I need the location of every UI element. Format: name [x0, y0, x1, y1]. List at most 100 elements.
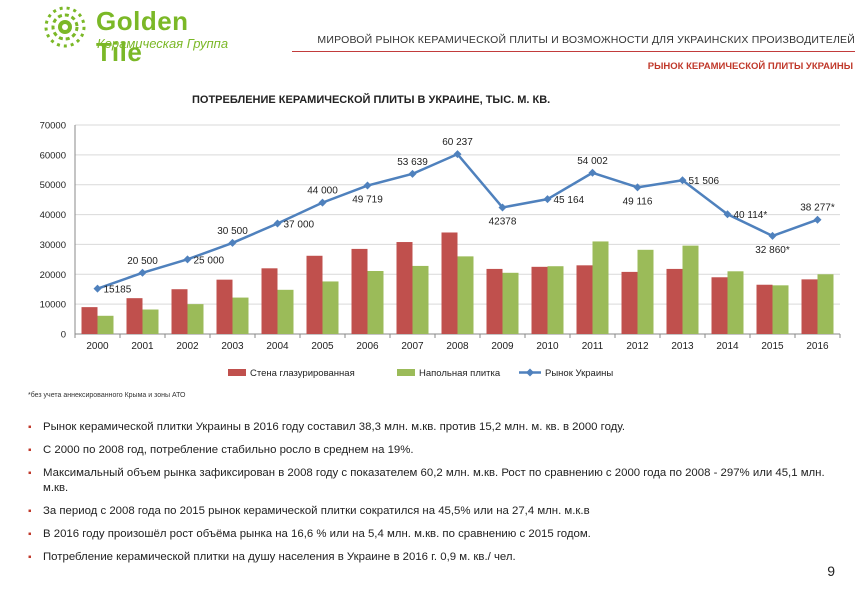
bar-wall	[126, 298, 143, 334]
x-tick-label: 2004	[266, 341, 289, 352]
data-label: 49 116	[623, 196, 653, 207]
data-label: 15185	[104, 285, 132, 296]
market-point	[453, 150, 462, 159]
bar-floor	[412, 265, 429, 334]
legend-swatch	[228, 369, 246, 376]
bar-floor	[232, 297, 249, 334]
x-tick-label: 2016	[806, 341, 829, 352]
bar-wall	[441, 232, 458, 334]
bullet-item: ▪ Максимальный объем рынка зафиксирован в…	[28, 466, 848, 496]
y-tick-label: 20000	[40, 270, 66, 281]
market-point	[363, 181, 372, 190]
bullet-marker-icon: ▪	[28, 468, 32, 479]
bar-floor	[592, 241, 609, 334]
bar-floor	[772, 285, 789, 334]
bullet-marker-icon: ▪	[28, 506, 32, 517]
logo: Golden Tile Керамическая Группа	[40, 2, 240, 67]
bar-floor	[547, 266, 564, 334]
bullet-item: ▪ За период с 2008 года по 2015 рынок кер…	[28, 504, 848, 519]
x-tick-label: 2012	[626, 341, 649, 352]
x-tick-label: 2001	[131, 341, 154, 352]
market-point	[138, 268, 147, 277]
data-label: 30 500	[217, 226, 248, 237]
bullet-text: Максимальный объем рынка зафиксирован в …	[43, 467, 825, 494]
x-tick-label: 2003	[221, 341, 244, 352]
footnote: *без учета аннексированного Крыма и зоны…	[28, 392, 186, 399]
bar-wall	[486, 268, 503, 334]
x-tick-label: 2005	[311, 341, 334, 352]
bullet-item: ▪ Рынок керамической плитки Украины в 201…	[28, 420, 848, 435]
data-label: 37 000	[284, 220, 315, 231]
bullet-marker-icon: ▪	[28, 529, 32, 540]
bar-floor	[637, 249, 654, 334]
bar-wall	[351, 248, 368, 334]
bar-wall	[756, 284, 773, 334]
x-tick-label: 2008	[446, 341, 469, 352]
market-point	[93, 284, 102, 293]
x-tick-label: 2007	[401, 341, 424, 352]
data-label: 20 500	[127, 256, 158, 267]
y-tick-label: 60000	[40, 150, 66, 161]
data-label: 32 860*	[755, 245, 790, 256]
header-title: МИРОВОЙ РЫНОК КЕРАМИЧЕСКОЙ ПЛИТЫ И ВОЗМО…	[317, 34, 855, 46]
y-tick-label: 40000	[40, 210, 66, 221]
x-tick-label: 2015	[761, 341, 784, 352]
x-tick-label: 2009	[491, 341, 514, 352]
bar-wall	[621, 271, 638, 334]
y-tick-label: 50000	[40, 180, 66, 191]
bar-floor	[457, 256, 474, 334]
market-point	[723, 210, 732, 219]
data-label: 60 237	[442, 137, 473, 148]
market-point	[588, 168, 597, 177]
y-tick-label: 0	[61, 330, 66, 341]
data-label: 38 277*	[800, 203, 835, 214]
bar-wall	[801, 279, 818, 334]
data-label: 51 506	[689, 176, 720, 187]
bar-floor	[367, 271, 384, 334]
chart-title: ПОТРЕБЛЕНИЕ КЕРАМИЧЕСКОЙ ПЛИТЫ В УКРАИНЕ…	[192, 94, 551, 106]
legend-label: Напольная плитка	[419, 368, 501, 379]
data-label: 42378	[489, 216, 517, 227]
logo-sun-icon	[44, 6, 86, 48]
bullet-marker-icon: ▪	[28, 552, 32, 563]
x-tick-label: 2000	[86, 341, 109, 352]
bar-floor	[142, 309, 159, 334]
market-point	[633, 183, 642, 192]
bar-wall	[576, 265, 593, 334]
bullet-item: ▪ С 2000 по 2008 год, потребление стабиль…	[28, 443, 848, 458]
bar-wall	[216, 279, 233, 334]
x-tick-label: 2010	[536, 341, 559, 352]
bar-floor	[97, 315, 114, 334]
bar-floor	[502, 272, 519, 334]
x-tick-label: 2006	[356, 341, 379, 352]
header-divider	[292, 51, 855, 52]
legend-swatch	[397, 369, 415, 376]
x-tick-label: 2013	[671, 341, 694, 352]
y-tick-label: 10000	[40, 300, 66, 311]
market-point	[408, 169, 417, 178]
market-point	[813, 215, 822, 224]
x-tick-label: 2011	[582, 341, 604, 352]
bullet-text: В 2016 году произошёл рост объёма рынка …	[43, 528, 591, 540]
legend-marker	[526, 368, 534, 377]
bullet-item: ▪ Потребление керамической плитки на душу…	[28, 550, 848, 565]
bullet-list: ▪ Рынок керамической плитки Украины в 201…	[28, 420, 848, 573]
data-label: 44 000	[307, 186, 338, 197]
bullet-text: Потребление керамической плитки на душу …	[43, 551, 516, 563]
market-point	[318, 198, 327, 207]
bullet-item: ▪ В 2016 году произошёл рост объёма рынка…	[28, 527, 848, 542]
bullet-marker-icon: ▪	[28, 445, 32, 456]
bullet-text: Рынок керамической плитки Украины в 2016…	[43, 421, 626, 433]
data-label: 40 114*	[734, 210, 768, 221]
data-label: 25 000	[194, 255, 225, 266]
market-point	[678, 176, 687, 185]
header-subtitle: РЫНОК КЕРАМИЧЕСКОЙ ПЛИТЫ УКРАИНЫ	[647, 61, 853, 72]
data-label: 45 164	[554, 195, 585, 206]
market-point	[498, 203, 507, 212]
market-point	[768, 231, 777, 240]
bar-floor	[322, 281, 339, 334]
bar-wall	[306, 255, 323, 334]
data-label: 54 002	[577, 156, 608, 167]
market-point	[228, 238, 237, 247]
y-tick-label: 70000	[40, 121, 66, 132]
